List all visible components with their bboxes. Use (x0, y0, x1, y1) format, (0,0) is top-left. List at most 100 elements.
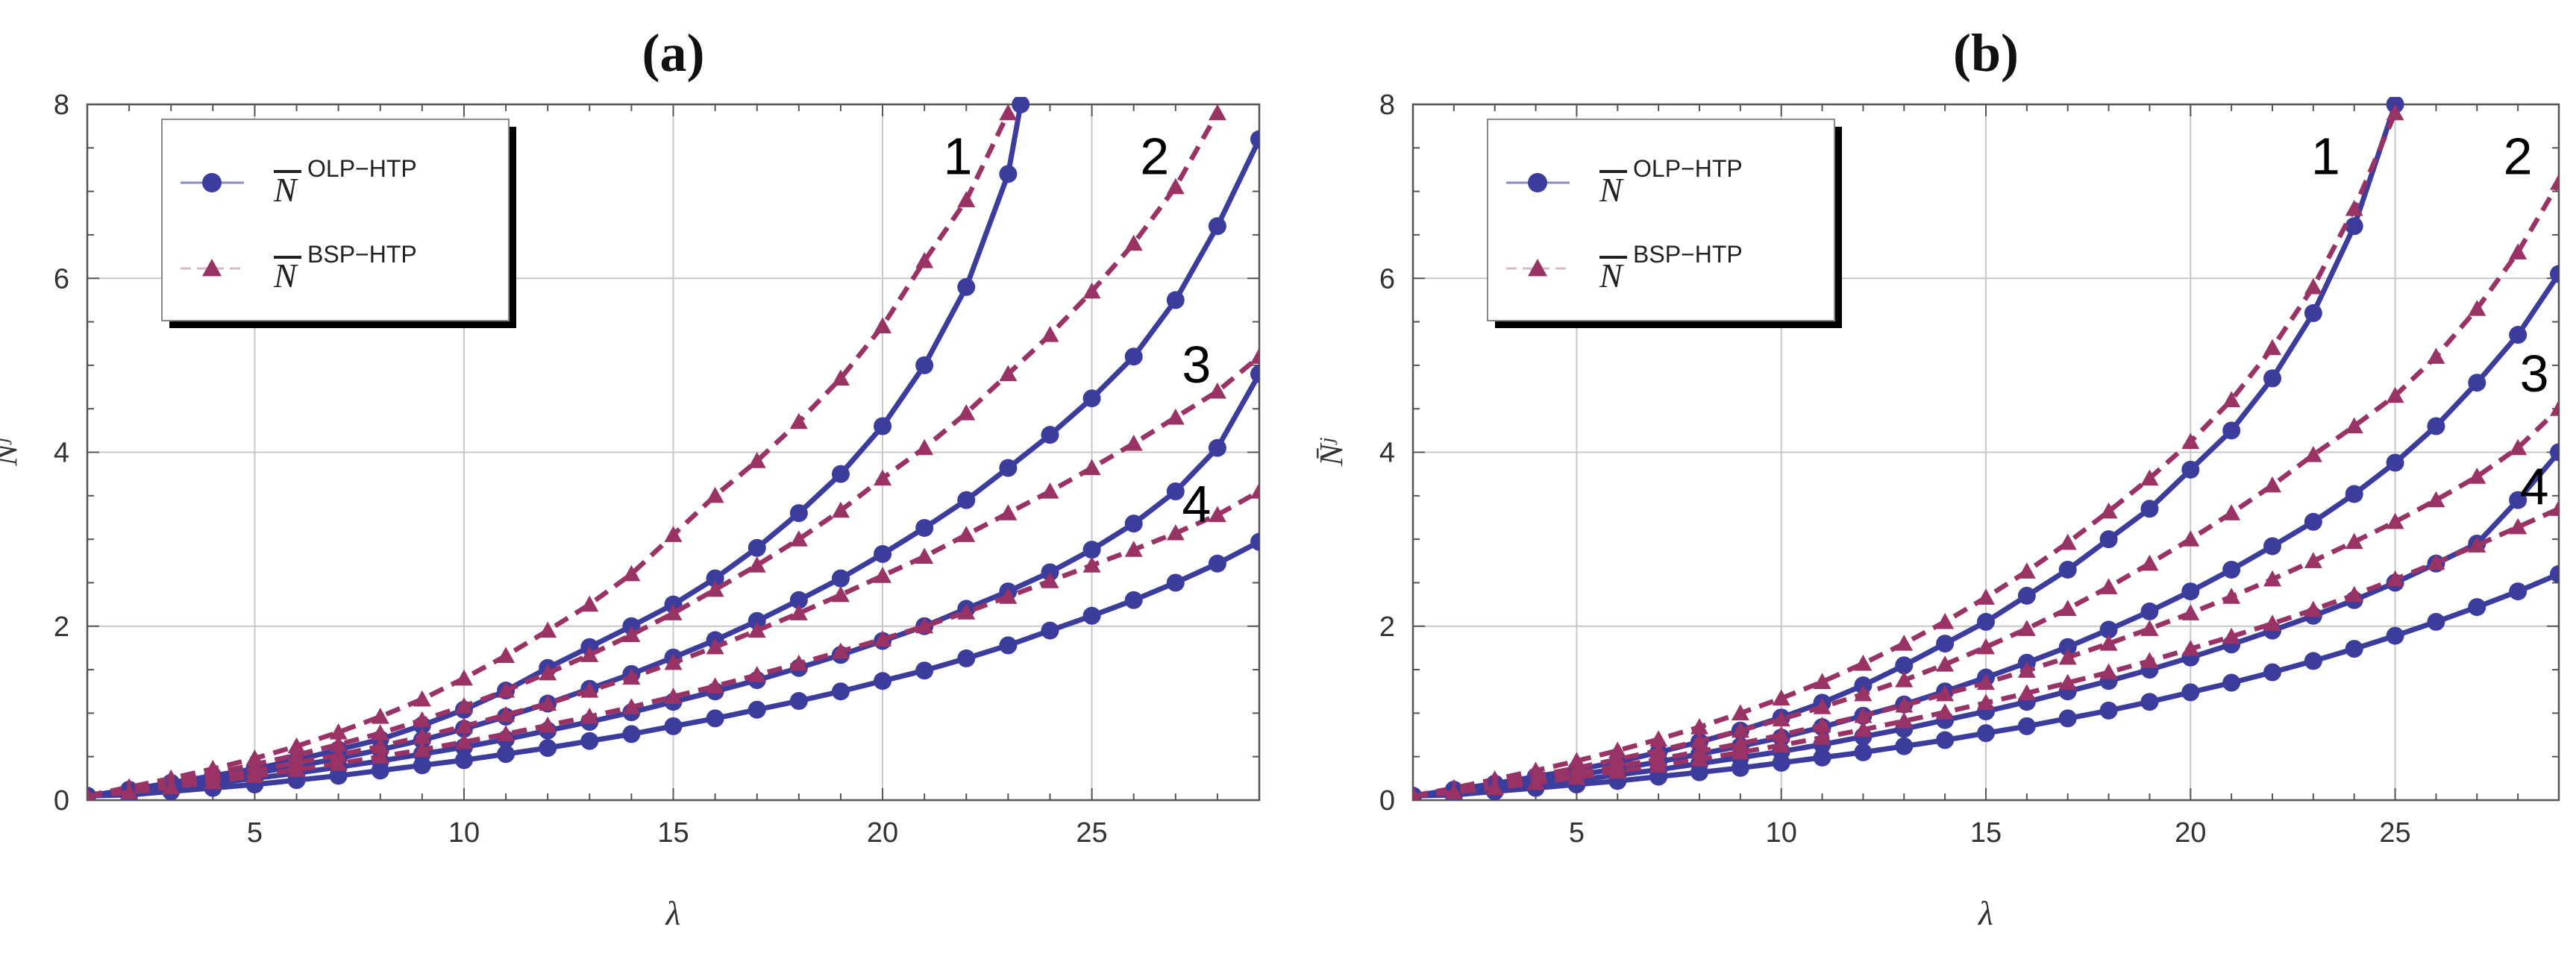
point-bsp-4 (957, 603, 976, 620)
point-bsp-4 (1413, 787, 1420, 800)
point-bsp-2 (1977, 638, 1995, 655)
point-bsp-1 (789, 412, 808, 430)
curve-label: 1 (2311, 127, 2340, 185)
point-bsp-2 (2345, 417, 2363, 434)
point-bsp-4 (1608, 762, 1627, 779)
point-olp-4 (957, 649, 976, 667)
point-bsp-4 (2468, 536, 2486, 553)
point-olp-4 (497, 745, 515, 764)
point-bsp-1 (2304, 277, 2322, 295)
point-bsp-3 (2181, 604, 2200, 620)
point-bsp-3 (539, 694, 557, 711)
point-olp-4 (915, 661, 934, 680)
y-tick-label: 2 (54, 611, 69, 643)
point-bsp-2 (2509, 243, 2528, 260)
point-bsp-4 (1526, 773, 1545, 790)
x-axis-label: λ (665, 894, 681, 932)
curve-label: 2 (1140, 127, 1169, 185)
point-bsp-1 (874, 317, 892, 333)
point-olp-2 (2427, 417, 2445, 435)
point-bsp-2 (2468, 300, 2486, 316)
point-bsp-4 (874, 630, 892, 647)
point-bsp-4 (2304, 600, 2322, 617)
point-olp-4 (1731, 758, 1749, 777)
point-olp-4 (2181, 683, 2200, 702)
point-bsp-4 (2386, 570, 2404, 587)
legend-superscript: BSP−HTP (307, 241, 417, 268)
point-bsp-3 (789, 604, 808, 620)
point-bsp-1 (2386, 104, 2404, 121)
point-olp-1 (957, 277, 976, 296)
point-olp-1 (706, 569, 724, 588)
point-bsp-3 (2386, 512, 2404, 529)
point-bsp-1 (1690, 718, 1708, 735)
point-olp-2 (1166, 291, 1185, 309)
point-bsp-3 (1124, 434, 1143, 451)
point-bsp-2 (1895, 671, 1914, 688)
point-bsp-4 (1082, 556, 1101, 573)
point-bsp-2 (2550, 173, 2559, 190)
chart-title: (b) (1953, 23, 2019, 83)
point-bsp-3 (2140, 620, 2159, 636)
point-bsp-3 (497, 705, 515, 723)
point-olp-4 (2509, 582, 2528, 601)
point-olp-4 (706, 709, 724, 728)
point-olp-3 (1124, 515, 1143, 533)
y-tick-label: 8 (54, 89, 69, 121)
point-bsp-4 (1208, 506, 1226, 523)
point-olp-4 (1041, 621, 1059, 640)
point-bsp-4 (413, 740, 431, 757)
point-bsp-1 (706, 486, 724, 503)
legend-marker-triangle (202, 259, 222, 277)
point-olp-3 (2509, 491, 2528, 509)
point-bsp-3 (831, 585, 850, 603)
point-bsp-3 (2427, 491, 2445, 508)
x-tick-label: 25 (2379, 817, 2410, 849)
point-bsp-4 (2058, 673, 2077, 691)
legend-superscript: OLP−HTP (1633, 155, 1743, 182)
point-bsp-4 (120, 783, 139, 800)
point-bsp-1 (2263, 339, 2281, 356)
point-bsp-2 (2263, 476, 2281, 493)
point-olp-4 (2058, 709, 2077, 728)
point-bsp-2 (831, 501, 850, 518)
point-bsp-1 (831, 369, 850, 386)
point-bsp-3 (1895, 696, 1914, 713)
point-olp-4 (2427, 612, 2445, 631)
point-bsp-4 (245, 767, 264, 783)
point-olp-2 (2550, 265, 2559, 283)
point-bsp-3 (1772, 726, 1790, 743)
point-bsp-2 (748, 556, 766, 573)
x-axis-label: λ (1977, 894, 1993, 932)
x-tick-label: 20 (2175, 817, 2206, 849)
point-olp-4 (1166, 573, 1185, 592)
y-tick-label: 2 (1379, 611, 1395, 643)
point-olp-1 (1012, 97, 1030, 113)
point-bsp-1 (413, 690, 431, 707)
y-axis-label: N̄ʲ (1313, 437, 1350, 466)
point-bsp-4 (915, 617, 934, 634)
point-bsp-2 (329, 735, 348, 752)
point-bsp-3 (2222, 588, 2241, 604)
x-tick-label: 10 (1766, 817, 1797, 849)
point-bsp-4 (1250, 482, 1259, 499)
point-bsp-2 (497, 682, 515, 698)
point-bsp-2 (2017, 620, 2036, 636)
point-bsp-4 (2509, 518, 2528, 535)
point-olp-1 (789, 504, 808, 523)
point-olp-1 (2017, 586, 2036, 605)
point-bsp-2 (664, 604, 683, 620)
point-bsp-4 (2550, 500, 2559, 516)
curve-label: 4 (1182, 475, 1211, 533)
point-olp-1 (999, 165, 1018, 183)
point-bsp-3 (329, 746, 348, 762)
point-olp-4 (1124, 591, 1143, 609)
point-bsp-4 (2099, 663, 2118, 680)
y-tick-label: 6 (54, 263, 69, 295)
chart-title: (a) (642, 23, 705, 83)
point-bsp-3 (1854, 706, 1873, 723)
point-bsp-2 (580, 646, 599, 662)
point-bsp-4 (748, 666, 766, 682)
point-bsp-2 (874, 469, 892, 486)
